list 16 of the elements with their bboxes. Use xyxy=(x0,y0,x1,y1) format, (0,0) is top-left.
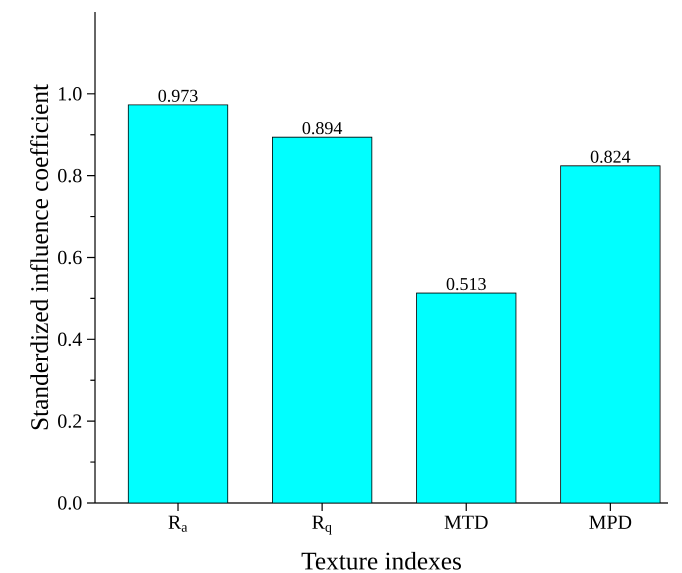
data-label: 0.894 xyxy=(302,122,342,134)
x-tick-label: R$_{a}$ xyxy=(168,516,188,532)
y-tick-label: 0.6 xyxy=(58,250,82,264)
x-tick-label: MTD xyxy=(444,516,488,529)
data-label: 0.824 xyxy=(590,150,630,163)
y-axis-title: Standerdized influence coefficient xyxy=(30,84,48,430)
x-tick-label: MPD xyxy=(589,516,632,529)
y-tick-label: 1.0 xyxy=(59,87,82,101)
y-tick-label: 0.4 xyxy=(58,332,82,346)
x-tick-label: R$_{q}$ xyxy=(312,516,332,535)
y-tick-label: 0.8 xyxy=(58,168,82,182)
data-label: 0.513 xyxy=(446,278,486,290)
x-axis-title: Texture indexes xyxy=(302,552,461,570)
y-tick-label: 0.2 xyxy=(58,414,82,428)
y-tick-label: 0.0 xyxy=(58,496,82,510)
data-label: 0.973 xyxy=(158,90,198,102)
